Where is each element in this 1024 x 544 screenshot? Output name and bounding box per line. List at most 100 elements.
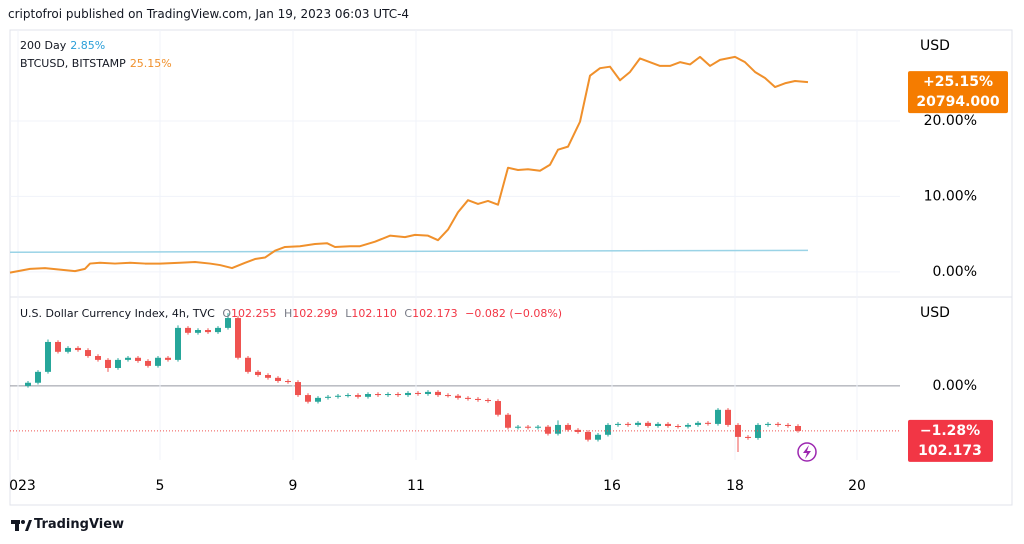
x-tick-label: 2023 bbox=[0, 478, 36, 494]
x-tick-label: 18 bbox=[726, 478, 744, 494]
x-tick-label: 9 bbox=[289, 478, 298, 494]
candle-body bbox=[125, 357, 131, 360]
candle-body bbox=[175, 327, 181, 360]
legend-title: U.S. Dollar Currency Index, 4h, TVC bbox=[20, 307, 215, 320]
candle-body bbox=[525, 426, 531, 428]
candle-body bbox=[725, 409, 731, 425]
x-tick-label: 16 bbox=[603, 478, 621, 494]
candle-body bbox=[395, 394, 401, 396]
candle-body bbox=[565, 424, 571, 430]
legend-value: 2.85% bbox=[70, 39, 106, 52]
candle-body bbox=[485, 399, 491, 402]
candle-body bbox=[355, 395, 361, 397]
candle-body bbox=[475, 398, 481, 400]
candle-body bbox=[275, 377, 281, 381]
candle-body bbox=[705, 422, 711, 424]
candle-body bbox=[775, 423, 781, 425]
candle-body bbox=[225, 318, 231, 328]
y-tick-label: 0.00% bbox=[933, 378, 977, 394]
candle-body bbox=[75, 347, 81, 351]
candle-body bbox=[335, 395, 341, 397]
candle-body bbox=[765, 423, 771, 425]
candle-body bbox=[385, 394, 391, 396]
candle-body bbox=[325, 396, 331, 398]
legend-name: BTCUSD, BITSTAMP bbox=[20, 57, 126, 70]
candle-body bbox=[625, 423, 631, 425]
candle-body bbox=[235, 318, 241, 358]
candle-body bbox=[95, 356, 101, 360]
candle-body bbox=[315, 397, 321, 402]
candle-body bbox=[65, 347, 71, 352]
candle-body bbox=[635, 422, 641, 425]
candle-body bbox=[555, 424, 561, 434]
marks bbox=[9, 55, 900, 453]
candle-body bbox=[265, 375, 271, 378]
candle-body bbox=[135, 357, 141, 361]
candle-body bbox=[695, 422, 701, 425]
legend-item: 200 Day 2.85% bbox=[20, 39, 109, 52]
candle-body bbox=[745, 436, 751, 438]
candle-body bbox=[685, 424, 691, 427]
candle-body bbox=[795, 426, 801, 431]
candle-body bbox=[515, 426, 521, 428]
header: criptofroi published on TradingView.com,… bbox=[8, 7, 410, 21]
candle-body bbox=[45, 341, 51, 372]
badge-change: +25.15% bbox=[923, 74, 993, 90]
price-badge bbox=[908, 419, 993, 462]
ohlc-key: H bbox=[284, 307, 293, 320]
tradingview-logo bbox=[11, 520, 32, 531]
ohlc-key: O bbox=[222, 307, 231, 320]
candle-body bbox=[55, 341, 61, 352]
candle-body bbox=[145, 360, 151, 366]
ohlc-legend: U.S. Dollar Currency Index, 4h, TVC O102… bbox=[20, 307, 566, 320]
badge-price: 102.173 bbox=[918, 443, 982, 459]
x-tick-label: 5 bbox=[156, 478, 165, 494]
ohlc-key: C bbox=[404, 307, 413, 320]
candle-body bbox=[465, 397, 471, 399]
badge-change: −1.28% bbox=[920, 423, 980, 439]
candle-body bbox=[545, 426, 551, 434]
candle-body bbox=[345, 395, 351, 397]
candle-body bbox=[25, 382, 31, 386]
legend-name: 200 Day bbox=[20, 39, 67, 52]
change-value: −0.082 (−0.08%) bbox=[465, 307, 563, 320]
candle-body bbox=[735, 424, 741, 437]
y-axis: 0.00% 10.00% 20.00% +25.15% 20794.000 0.00% −1… bbox=[908, 71, 1008, 462]
candle-body bbox=[785, 424, 791, 426]
candle-body bbox=[295, 382, 301, 396]
candle-body bbox=[285, 380, 291, 383]
legend-value: 25.15% bbox=[129, 57, 172, 70]
candle-body bbox=[165, 357, 171, 360]
candle-body bbox=[35, 371, 41, 383]
candle-body bbox=[445, 395, 451, 397]
candle-body bbox=[495, 401, 501, 415]
currency-label: USD bbox=[920, 38, 950, 54]
candle-body bbox=[215, 327, 221, 333]
ohlc-value: 102.173 bbox=[412, 307, 458, 320]
candle-body bbox=[425, 391, 431, 394]
candle-body bbox=[205, 330, 211, 333]
candle-body bbox=[365, 394, 371, 397]
x-tick-label: 11 bbox=[407, 478, 425, 494]
candle-body bbox=[585, 431, 591, 440]
candle-body bbox=[405, 392, 411, 396]
candle-body bbox=[155, 357, 161, 366]
candle-body bbox=[115, 359, 121, 368]
legend-item: BTCUSD, BITSTAMP 25.15% bbox=[20, 57, 176, 70]
candle-body bbox=[605, 424, 611, 435]
candle-body bbox=[455, 395, 461, 398]
candle-body bbox=[255, 371, 261, 376]
currency-label: USD bbox=[920, 305, 950, 321]
replay-icon bbox=[797, 442, 817, 462]
candle-body bbox=[85, 350, 91, 357]
candle-body bbox=[535, 426, 541, 428]
candle-body bbox=[195, 330, 201, 333]
candle-body bbox=[595, 434, 601, 440]
candle-body bbox=[655, 423, 661, 426]
candle-body bbox=[185, 327, 191, 333]
ohlc-value: 102.255 bbox=[231, 307, 277, 320]
line-series bbox=[9, 249, 809, 253]
candle-body bbox=[505, 414, 511, 428]
y-tick-label: 10.00% bbox=[924, 188, 977, 204]
